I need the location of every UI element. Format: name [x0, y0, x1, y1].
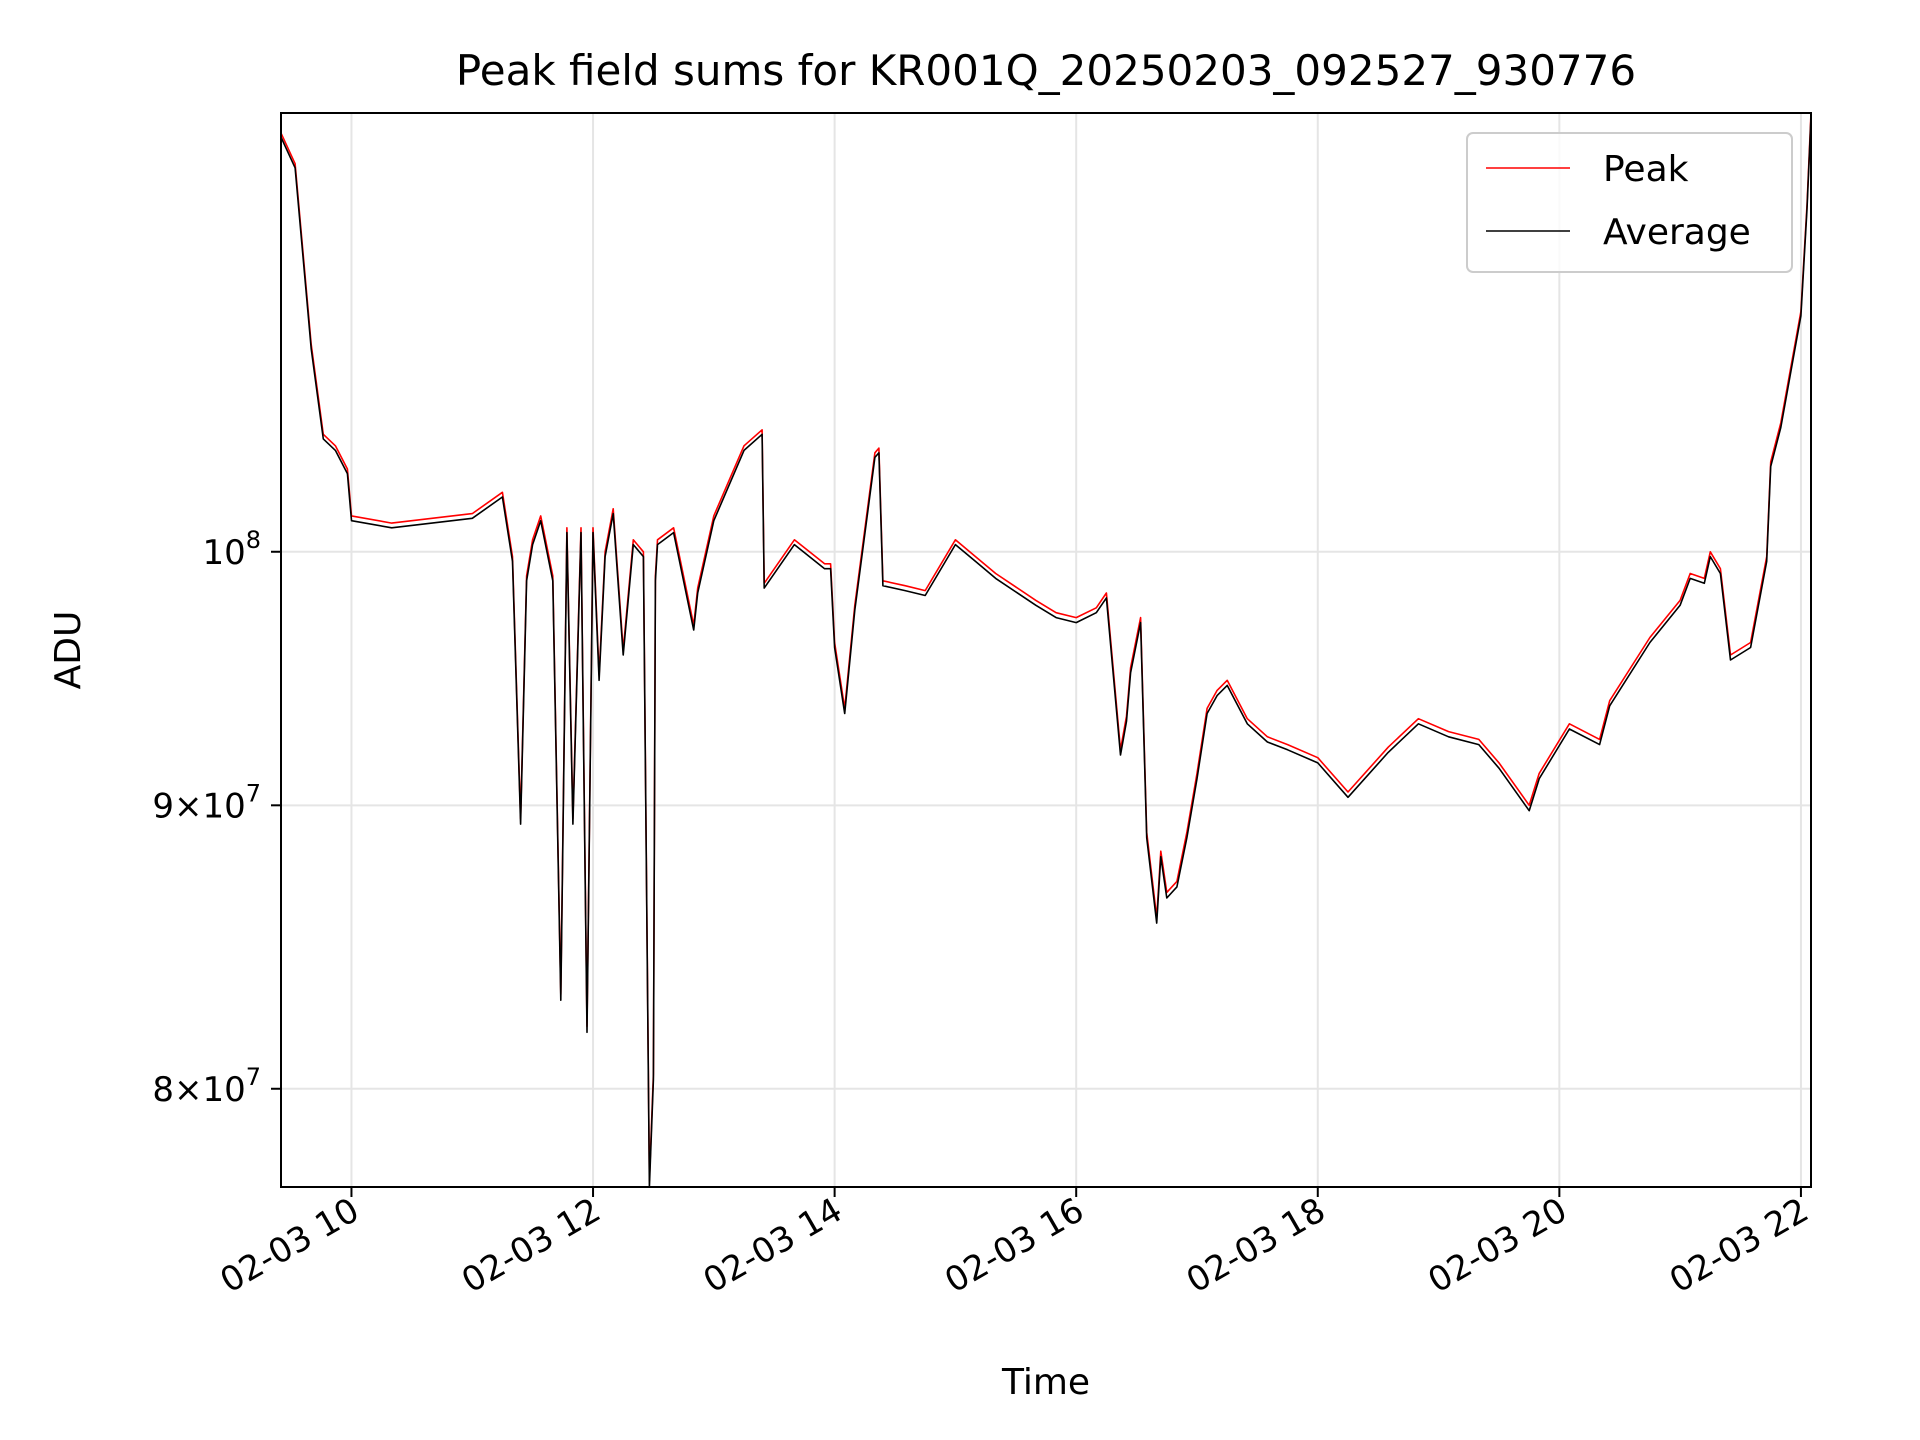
chart-title: Peak field sums for KR001Q_20250203_0925… [456, 46, 1636, 95]
y-axis-ticks: 8×107 9×107 108 [152, 526, 281, 1110]
legend-label-average: Average [1603, 212, 1751, 253]
series-lines [280, 112, 1812, 1188]
legend-label-peak: Peak [1603, 149, 1689, 190]
y-tick-label: 8×107 [152, 1063, 261, 1110]
plot-area-frame [280, 112, 1812, 1188]
y-axis-title: ADU [48, 611, 89, 690]
x-axis-title: Time [1001, 1362, 1090, 1403]
y-tick-label: 108 [202, 526, 261, 573]
y-tick-label: 9×107 [152, 779, 261, 826]
legend: Peak Average [1466, 132, 1793, 273]
series-line-average [280, 116, 1812, 1188]
